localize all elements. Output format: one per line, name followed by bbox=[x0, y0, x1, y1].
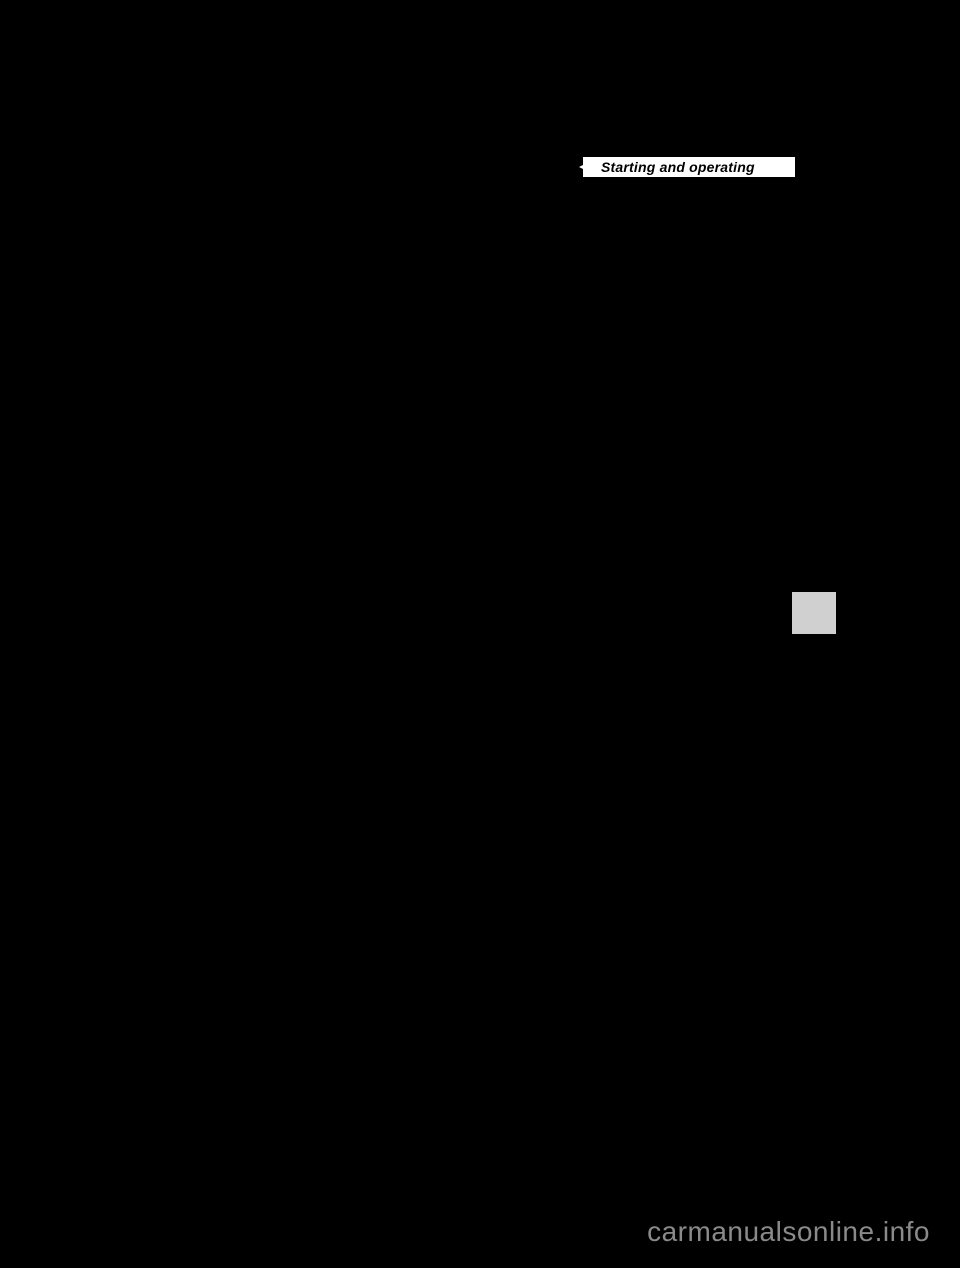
page-thumb-indicator bbox=[792, 592, 836, 634]
watermark-text: carmanualsonline.info bbox=[647, 1216, 930, 1248]
section-header-label: Starting and operating bbox=[589, 157, 795, 177]
